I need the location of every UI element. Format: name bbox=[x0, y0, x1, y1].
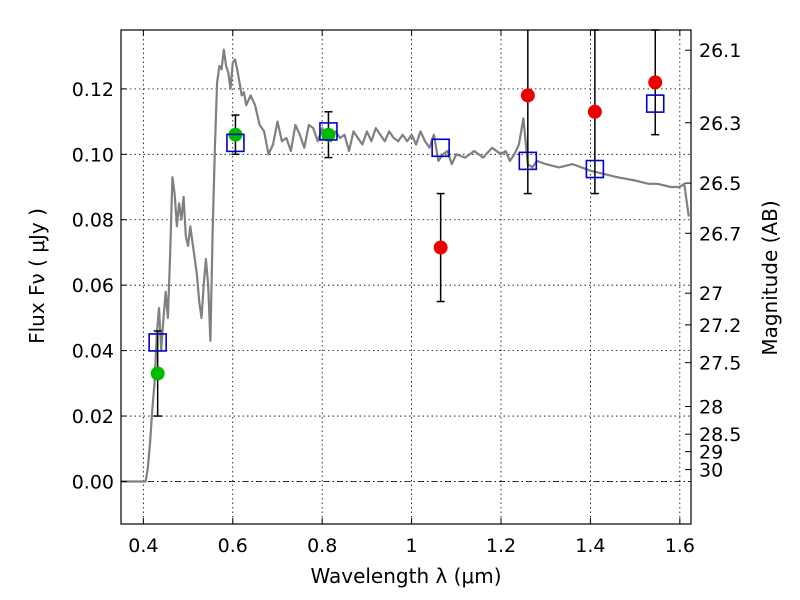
grid-lines bbox=[121, 30, 691, 524]
optical-point bbox=[150, 366, 165, 381]
y-tick-labels: 0.00 0.02 0.04 0.06 0.08 0.10 0.12 bbox=[72, 79, 114, 494]
mag-tick-label: 26.7 bbox=[699, 223, 741, 245]
optical-point bbox=[321, 127, 336, 142]
model-band-square bbox=[585, 159, 605, 179]
model-band-square bbox=[319, 122, 338, 141]
x-tick-label: 1.2 bbox=[486, 535, 516, 557]
mag-tick-label: 27.5 bbox=[699, 353, 741, 375]
y-tick-label: 0.06 bbox=[72, 275, 114, 297]
mag-tick-label: 30 bbox=[699, 460, 723, 482]
y-tick-label: 0.10 bbox=[72, 144, 114, 166]
data-points bbox=[150, 75, 663, 381]
mag-tick-label: 26.1 bbox=[699, 40, 741, 62]
y-axis-label: Flux Fν ( μJy ) bbox=[25, 208, 49, 344]
y-tick-label: 0.04 bbox=[72, 341, 114, 363]
mag-tick-label: 27.2 bbox=[699, 315, 741, 337]
x-tick-label: 0.8 bbox=[307, 535, 337, 557]
nir-point bbox=[433, 240, 448, 255]
model-spectrum bbox=[121, 48, 690, 483]
magnitude-axis-label: Magnitude (AB) bbox=[758, 200, 782, 355]
mag-tick-label: 28 bbox=[699, 397, 723, 419]
mag-tick-label: 26.5 bbox=[699, 173, 741, 195]
x-tick-labels: 0.4 0.6 0.8 1 1.2 1.4 1.6 bbox=[128, 535, 695, 557]
x-tick-label: 1.4 bbox=[575, 535, 605, 557]
x-tick-label: 1 bbox=[406, 535, 418, 557]
y-tick-label: 0.00 bbox=[72, 471, 114, 493]
axis-ticks bbox=[121, 30, 691, 524]
x-axis-label: Wavelength λ (μm) bbox=[310, 564, 501, 588]
mag-tick-label: 28.5 bbox=[699, 424, 741, 446]
x-tick-label: 1.6 bbox=[665, 535, 695, 557]
model-spectrum-line bbox=[121, 48, 690, 483]
nir-point bbox=[587, 104, 602, 119]
model-band-square bbox=[226, 133, 245, 153]
model-band-markers bbox=[148, 94, 665, 352]
y-tick-label: 0.02 bbox=[72, 406, 114, 428]
mag-tick-label: 27 bbox=[699, 283, 723, 305]
nir-point bbox=[520, 88, 535, 103]
model-band-square bbox=[645, 94, 665, 113]
model-band-square bbox=[148, 333, 167, 352]
y-tick-label: 0.12 bbox=[72, 79, 114, 101]
nir-point bbox=[648, 75, 663, 90]
plot-frame bbox=[120, 29, 692, 525]
model-band-square bbox=[518, 151, 538, 171]
model-band-square bbox=[431, 138, 450, 158]
x-tick-label: 0.6 bbox=[218, 535, 248, 557]
mag-tick-label: 29 bbox=[699, 442, 723, 464]
mag-tick-label: 26.3 bbox=[699, 113, 741, 135]
x-tick-label: 0.4 bbox=[128, 535, 158, 557]
y-tick-label: 0.08 bbox=[72, 210, 114, 232]
